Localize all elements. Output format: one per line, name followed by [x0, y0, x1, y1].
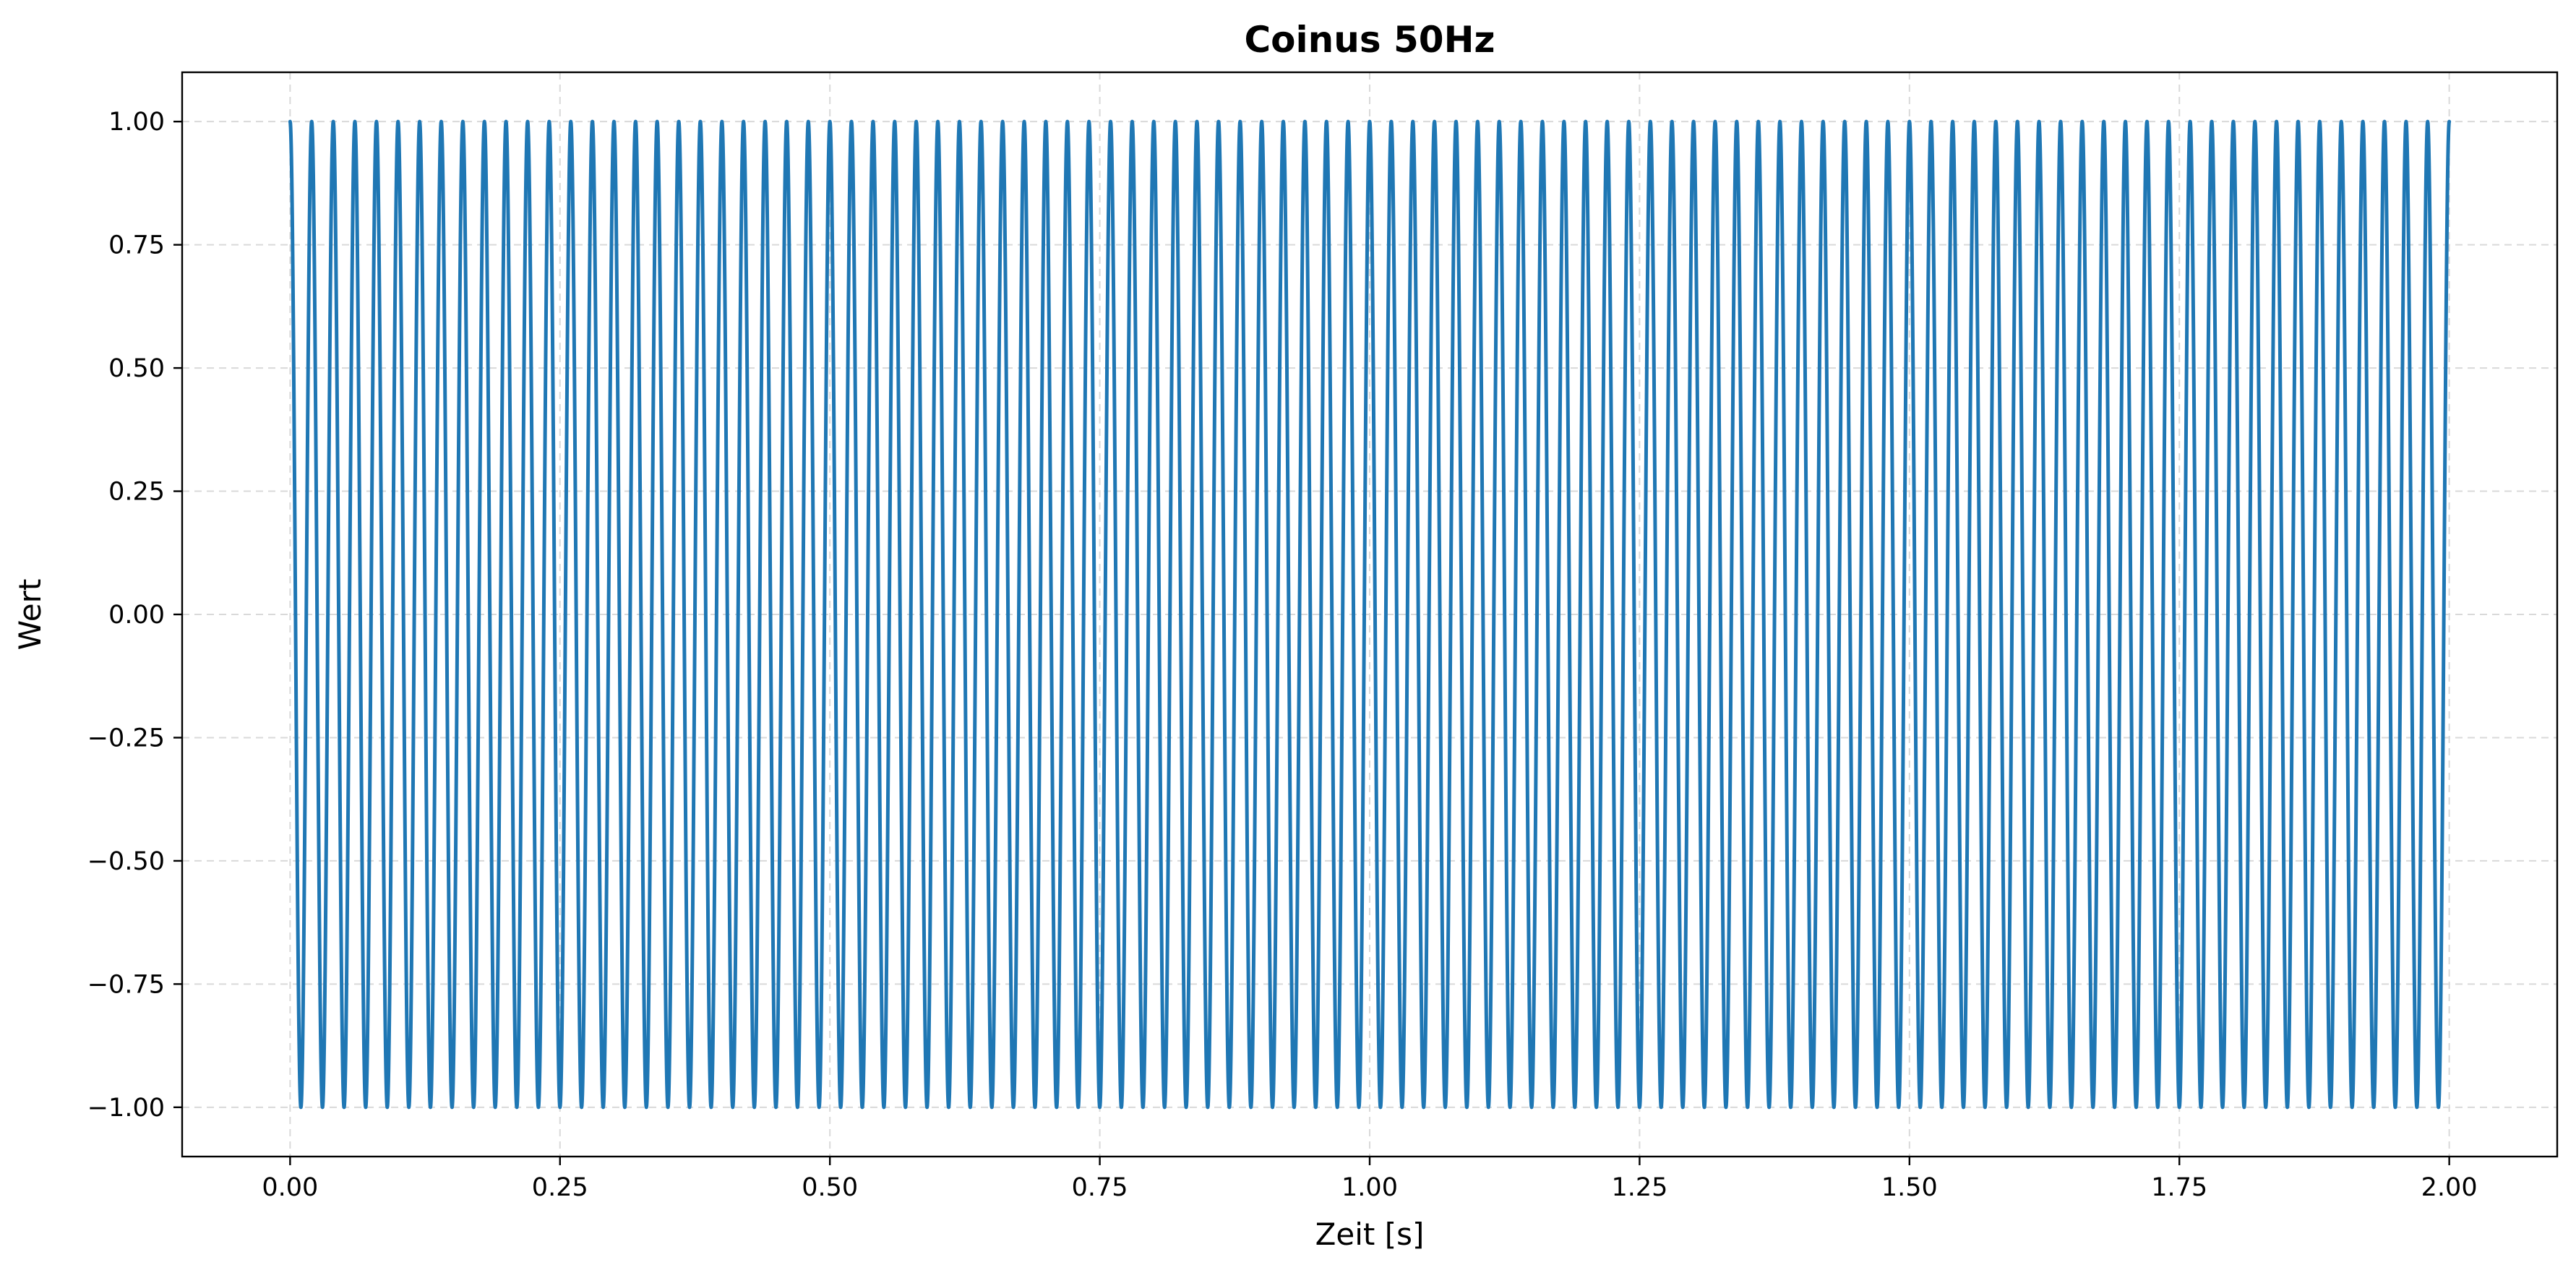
y-tick-label: 0.50 [108, 354, 165, 383]
x-tick-label: 0.00 [262, 1173, 318, 1202]
x-tick-label: 1.75 [2151, 1173, 2207, 1202]
x-tick-label: 1.50 [1881, 1173, 1938, 1202]
x-tick-label: 0.75 [1072, 1173, 1128, 1202]
y-tick-label: −0.25 [87, 724, 165, 752]
x-tick-label: 1.25 [1611, 1173, 1667, 1202]
x-tick-label: 0.25 [532, 1173, 588, 1202]
y-tick-label: 0.25 [108, 478, 165, 507]
x-axis-label: Zeit [s] [1315, 1217, 1425, 1252]
y-tick-label: −0.75 [87, 970, 165, 999]
axis-ticks: 0.00 0.25 0.50 0.75 1.00 1.25 1.50 1.75 2.00 −1.0… [87, 108, 2478, 1202]
y-tick-label: 0.00 [108, 601, 165, 630]
y-tick-label: 0.75 [108, 231, 165, 260]
y-tick-label: −0.50 [87, 847, 165, 876]
cosine-series-line [288, 119, 2452, 1110]
x-tick-label: 2.00 [2421, 1173, 2478, 1202]
y-axis-label: Wert [12, 579, 48, 651]
chart-title: Coinus 50Hz [1244, 19, 1495, 61]
grid [182, 72, 2557, 1157]
series-layer [288, 119, 2452, 1110]
x-tick-label: 1.00 [1341, 1173, 1398, 1202]
y-tick-label: 1.00 [108, 108, 165, 137]
y-tick-label: −1.00 [87, 1094, 165, 1123]
x-tick-label: 0.50 [802, 1173, 858, 1202]
